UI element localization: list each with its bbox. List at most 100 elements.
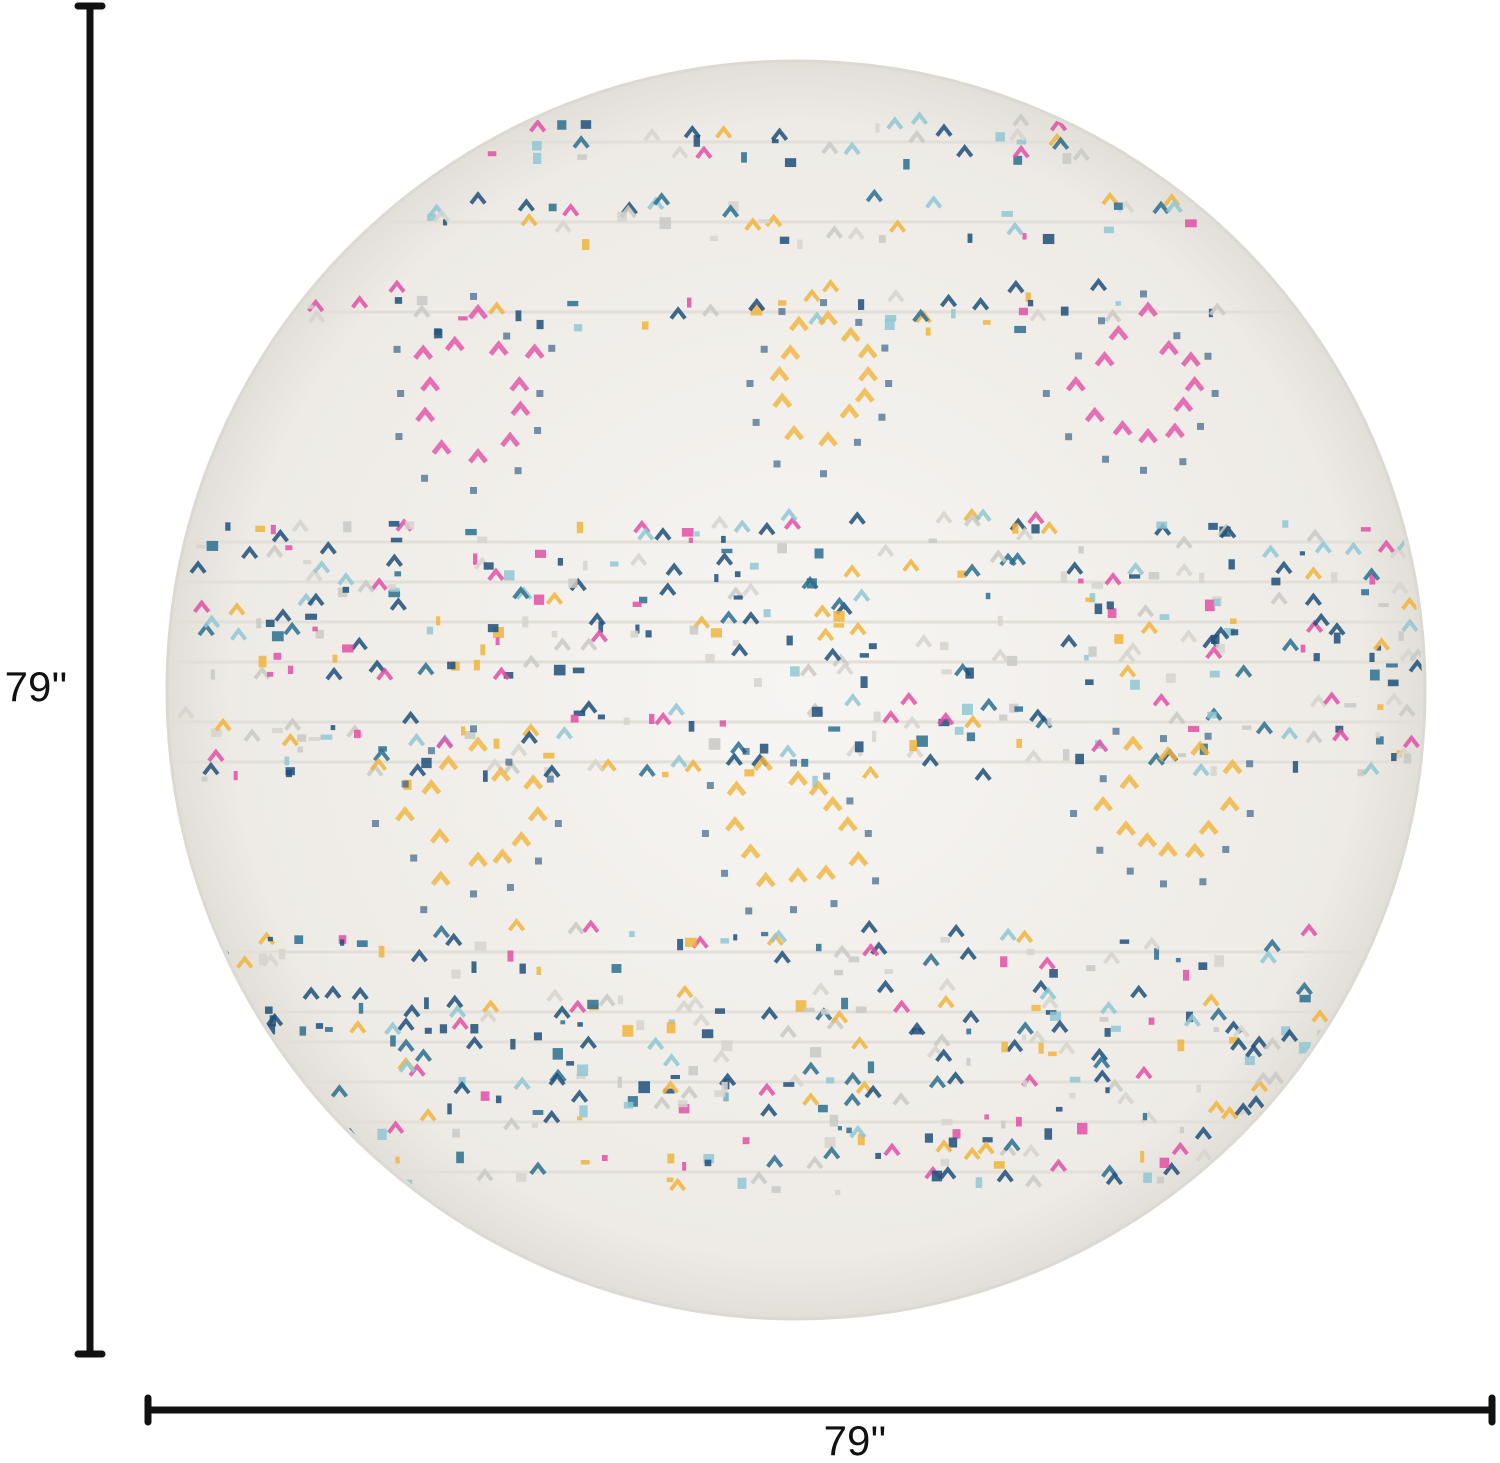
pattern-mark [574, 324, 583, 332]
pattern-mark [492, 627, 505, 638]
pattern-mark [1401, 1106, 1419, 1120]
pattern-mark [966, 1058, 971, 1066]
pattern-mark [1143, 1172, 1152, 1183]
pattern-mark [1402, 734, 1421, 749]
pattern-mark [348, 209, 366, 223]
pattern-mark [779, 744, 797, 758]
pattern-mark [1093, 795, 1113, 812]
pattern-mark [812, 982, 830, 996]
pattern-mark [687, 297, 692, 308]
pattern-mark [636, 1020, 645, 1031]
pattern-mark [1418, 1015, 1422, 1030]
pattern-mark [721, 548, 733, 554]
pattern-mark [413, 304, 431, 318]
pattern-mark [265, 189, 283, 204]
pattern-mark [753, 755, 774, 772]
pattern-mark [342, 586, 350, 593]
pattern-mark [509, 375, 530, 392]
pattern-mark [1049, 1158, 1068, 1173]
pattern-mark [1024, 1174, 1043, 1188]
pattern-mark [666, 1022, 676, 1034]
pattern-mark [1353, 194, 1371, 208]
pattern-mark [424, 997, 429, 1010]
pattern-mark [742, 582, 760, 597]
pattern-mark [611, 964, 622, 973]
pattern-mark [749, 562, 759, 570]
pattern-mark [1027, 299, 1034, 307]
pattern-mark [1222, 845, 1230, 853]
pattern-mark [487, 567, 505, 582]
pattern-mark [213, 1071, 231, 1085]
pattern-mark [186, 281, 204, 296]
pattern-mark [779, 236, 790, 244]
pattern-mark [933, 1033, 951, 1047]
pattern-mark [1198, 819, 1219, 836]
pattern-mark [233, 770, 238, 781]
pattern-mark [180, 1046, 192, 1057]
pattern-mark [1369, 669, 1380, 681]
pattern-mark [746, 380, 754, 387]
pattern-mark [577, 1022, 583, 1027]
pattern-mark [824, 1137, 836, 1148]
pattern-mark [725, 752, 743, 766]
pattern-mark [572, 667, 585, 674]
pattern-mark [773, 950, 791, 964]
pattern-mark [173, 956, 179, 964]
pattern-mark [573, 710, 586, 717]
pattern-mark [837, 1126, 842, 1131]
pattern-mark [1250, 1035, 1268, 1049]
pattern-mark [291, 518, 309, 533]
pattern-mark [786, 635, 793, 646]
pattern-mark [908, 1021, 926, 1036]
pattern-mark [1183, 147, 1196, 156]
pattern-mark [193, 599, 211, 613]
pattern-mark [1271, 577, 1281, 586]
pattern-mark [468, 303, 488, 320]
pattern-mark [315, 1023, 324, 1029]
pattern-mark [1235, 664, 1253, 678]
pattern-mark [965, 667, 974, 679]
pattern-mark [833, 611, 845, 622]
pattern-mark [209, 134, 227, 149]
pattern-mark [1104, 309, 1122, 323]
pattern-mark [864, 830, 872, 837]
pattern-mark [682, 1161, 687, 1171]
pattern-mark [721, 1081, 728, 1092]
pattern-mark [200, 1026, 212, 1033]
pattern-mark [1314, 540, 1332, 554]
pattern-mark [341, 226, 348, 238]
pattern-mark [515, 310, 522, 322]
pattern-mark [737, 1177, 747, 1189]
pattern-mark [1376, 1071, 1395, 1085]
pattern-mark [1096, 846, 1104, 854]
pattern-mark [693, 135, 700, 147]
pattern-mark [1148, 1017, 1155, 1025]
pattern-mark [1188, 725, 1200, 733]
pattern-mark [548, 344, 556, 352]
pattern-mark [708, 738, 721, 750]
pattern-mark [1136, 604, 1155, 618]
pattern-mark [893, 999, 911, 1013]
pattern-mark [1001, 1120, 1006, 1129]
pattern-mark [324, 985, 342, 999]
pattern-mark [505, 758, 513, 766]
pattern-mark [724, 815, 745, 832]
pattern-mark [667, 1153, 675, 1164]
pattern-mark [397, 1038, 415, 1053]
pattern-mark [1201, 114, 1219, 129]
pattern-mark [835, 1189, 841, 1195]
pattern-mark [566, 1061, 575, 1066]
pattern-mark [1380, 942, 1387, 948]
pattern-mark [1409, 1041, 1417, 1052]
pattern-mark [1357, 769, 1365, 777]
pattern-mark [519, 963, 526, 974]
pattern-mark [638, 763, 656, 778]
pattern-mark [1029, 708, 1047, 722]
pattern-mark [471, 961, 477, 973]
pattern-mark [506, 883, 514, 891]
pattern-mark [420, 906, 428, 914]
pattern-mark [570, 1089, 589, 1103]
pattern-mark [1065, 433, 1073, 441]
pattern-mark [993, 1161, 1005, 1169]
